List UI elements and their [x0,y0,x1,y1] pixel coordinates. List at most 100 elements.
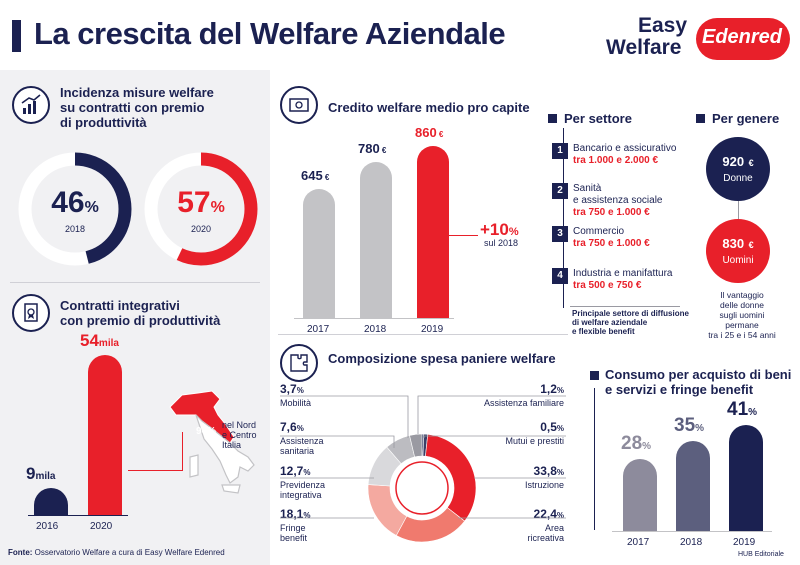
fonte-text: Osservatorio Welfare a cura di Easy Welf… [34,548,225,557]
genere-connector [738,201,739,219]
fonte: Fonte: Osservatorio Welfare a cura di Ea… [8,548,225,557]
comp-right-label-3: Area [544,523,564,533]
incidenza-2018-unit: % [84,199,99,216]
incidenza-donut-2020: 57% 2020 [142,150,260,268]
composizione-title: Composizione spesa paniere welfare [328,351,556,366]
contratti-label-2016: 9mila [26,464,55,484]
comp-left-pct-0: 3,7% [280,380,311,398]
credito-bar-2017 [303,189,335,318]
hub-credit: HUB Editoriale [738,551,784,558]
comp-left-value-0: 3,7 [280,382,297,396]
credito-value-2017: 645 [301,168,323,183]
credito-year-2018: 2018 [364,324,387,335]
genere-bullet [696,114,705,123]
genere-note-line5: tra i 25 e i 54 anni [708,330,776,340]
uomini-label: Uomini [722,255,754,266]
consumo-axis-line [594,388,595,530]
settore-badge-3: 3 [552,226,568,242]
logo-easy: Easy [638,14,688,37]
incidenza-title-line1: Incidenza misure welfare [60,85,214,100]
consumo-label-2019: 41% [727,399,757,421]
donut-2018-svg [18,152,132,266]
logo-welfare: Welfare [606,36,682,59]
settore-badge-4: 4 [552,268,568,284]
comp-left-value-2: 12,7 [280,464,304,478]
money-icon [280,86,318,124]
consumo-bar-2019 [729,425,763,531]
consumo-value-2017: 28 [621,432,643,454]
genere-note-line2: delle donne [720,300,764,310]
comp-right-unit-2: % [556,468,564,477]
map-note-line2: e Centro [222,430,257,440]
contratti-value-2020: 54 [80,331,99,350]
settore-bullet [548,114,557,123]
brand-logo: Easy Welfare Edenred [604,12,790,64]
comp-left-label-2: Previdenza [280,480,326,490]
comp-left-item-0: 3,7% Mobilità [280,380,311,408]
comp-right-unit-1: % [556,424,564,433]
contratti-year-2016: 2016 [36,521,59,532]
left-divider [10,282,260,283]
consumo-bullet [590,371,599,380]
contratti-bar-2016 [34,488,68,515]
credito-title: Credito welfare medio pro capite [328,100,530,115]
donut-2020-svg [144,152,258,266]
consumo-title: Consumo per acquisto di beni e servizi e… [605,367,791,397]
donne-unit: € [748,158,754,168]
settore-note-line2: di welfare aziendale [572,318,648,327]
consumo-bar-2018 [676,440,710,531]
consumo-unit-2019: % [748,407,758,418]
settore-range-2: tra 750 e 1.000 € [573,207,650,218]
comp-left-unit-3: % [303,511,311,520]
comp-left-value-3: 18,1 [280,507,304,521]
comp-left-item-2: 12,7% Previdenza integrativa [280,462,325,500]
growth-connector [448,235,478,236]
comp-slice-2 [425,433,477,522]
comp-right-item-0: 1,2% Assistenza familiare [484,380,564,408]
contratti-unit-2020: mila [98,338,119,349]
consumo-year-2019: 2019 [733,537,756,548]
comp-left-unit-0: % [296,386,304,395]
comp-right-label-0: Assistenza familiare [483,398,564,408]
donut-arc-2020 [144,152,258,266]
title-accent-bar [12,20,21,52]
genere-title: Per genere [712,111,780,126]
incidenza-title-line3: di produttività [60,115,147,130]
map-note: nel Nord e Centro Italia [222,420,257,450]
settore-item-1: Bancario e assicurativo tra 1.000 e 2.000… [573,143,676,167]
comp-right-unit-0: % [556,386,564,395]
consumo-unit-2017: % [642,440,652,452]
comp-slice-7 [409,433,423,458]
settore-item-2: Sanità e assistenza sociale tra 750 e 1.00… [573,183,663,219]
credito-unit-2018: € [379,146,387,155]
contratti-label-2020: 54mila [80,331,119,351]
comp-left-label2-1: sanitaria [280,446,315,456]
settore-range-4: tra 500 e 750 € [573,280,642,291]
consumo-unit-2018: % [695,422,705,434]
donne-label: Donne [723,173,753,184]
comp-left-pct-1: 7,6% [280,418,324,436]
comp-left-item-3: 18,1% Fringe benefit [280,505,310,543]
credito-bar-2018 [360,162,392,318]
settore-name-1: Bancario e assicurativo [573,143,677,154]
settore-item-3: Commercio tra 750 e 1.000 € [573,226,650,250]
consumo-bar-2017 [623,458,657,531]
comp-inner-ring [395,461,449,515]
settore-note-line [570,306,680,307]
comp-left-pct-2: 12,7% [280,462,325,480]
consumo-value-2019: 41 [727,399,749,420]
consumo-title-line2: e servizi e fringe benefit [605,382,754,397]
consumo-label-2018: 35% [674,415,704,437]
incidenza-2020-year: 2020 [190,224,212,234]
comp-right-value-3: 22,4 [533,507,557,521]
logo-edenred: Edenred [702,26,783,48]
uomini-unit: € [748,240,754,250]
consumo-label-2017: 28% [621,433,651,455]
settore-item-4: Industria e manifattura tra 500 e 750 € [573,268,673,292]
genere-note-line3: sugli uomini [719,310,765,320]
incidenza-title-line2: su contratti con premio [60,100,205,115]
settore-note-line1: Principale settore di diffusione [572,309,689,318]
contratti-bar-2020 [88,355,122,515]
contratti-title-line1: Contratti integrativi [60,298,180,313]
settore-name2-2: e assistenza sociale [573,195,663,206]
